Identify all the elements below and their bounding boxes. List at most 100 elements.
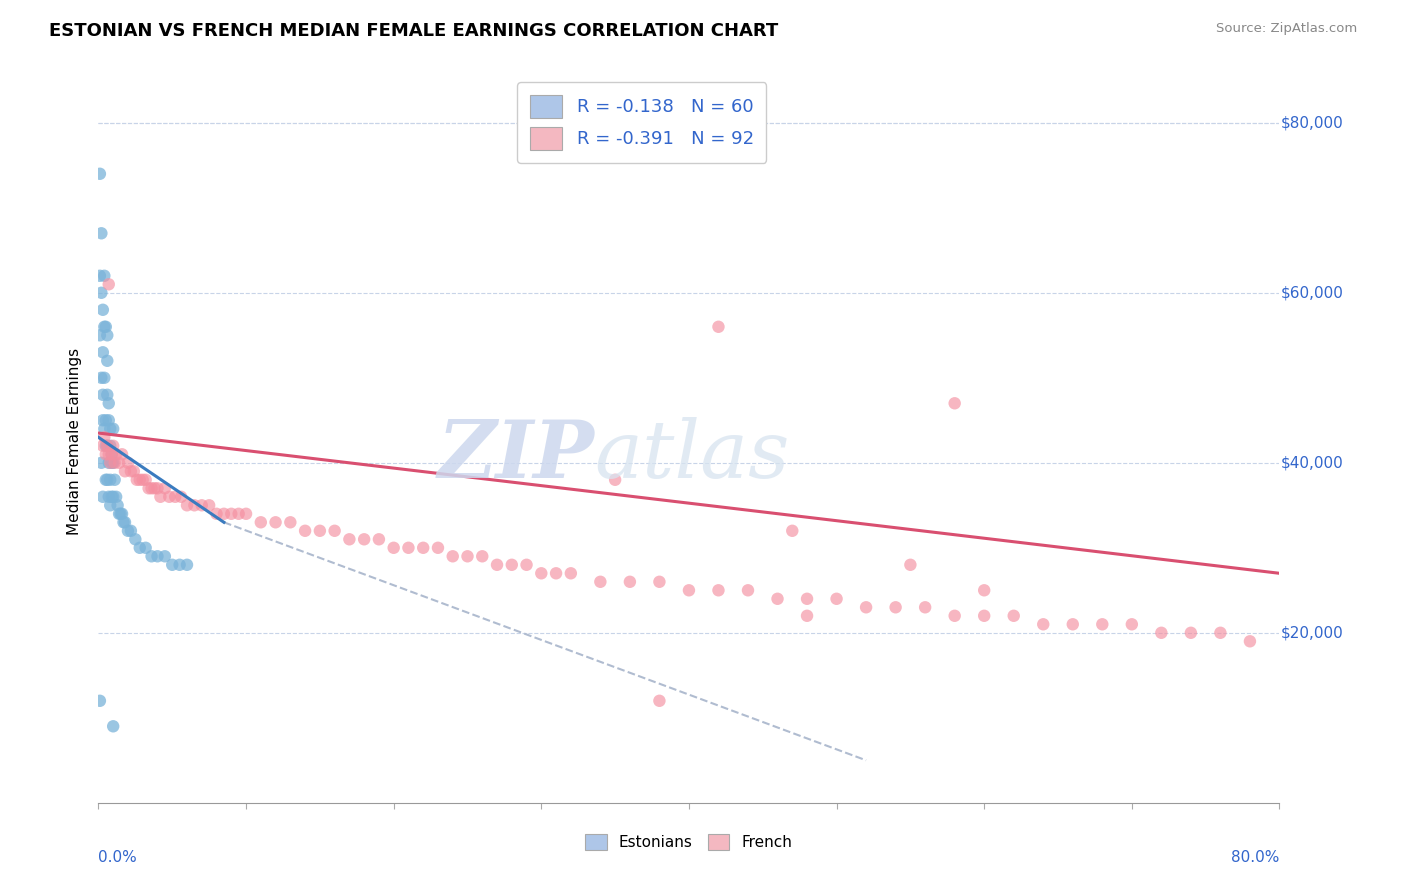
Point bbox=[108, 507, 131, 521]
Point bbox=[104, 473, 127, 487]
Point bbox=[90, 456, 112, 470]
Point bbox=[114, 464, 136, 478]
Point bbox=[486, 558, 509, 572]
Point bbox=[97, 277, 120, 292]
Point bbox=[89, 268, 111, 283]
Text: 0.0%: 0.0% bbox=[98, 850, 138, 864]
Point bbox=[457, 549, 479, 564]
Point bbox=[162, 558, 183, 572]
Point bbox=[796, 591, 818, 606]
Point bbox=[398, 541, 420, 555]
Point bbox=[530, 566, 553, 581]
Text: Source: ZipAtlas.com: Source: ZipAtlas.com bbox=[1216, 22, 1357, 36]
Point bbox=[93, 430, 115, 444]
Point bbox=[143, 481, 166, 495]
Point bbox=[280, 516, 302, 530]
Point bbox=[100, 490, 122, 504]
Point bbox=[91, 302, 114, 317]
Point bbox=[1150, 625, 1173, 640]
Point bbox=[782, 524, 804, 538]
Point bbox=[138, 481, 160, 495]
Point bbox=[125, 473, 148, 487]
Point bbox=[89, 167, 111, 181]
Point bbox=[97, 413, 120, 427]
Point bbox=[103, 422, 125, 436]
Point bbox=[605, 473, 627, 487]
Point bbox=[427, 541, 450, 555]
Point bbox=[132, 473, 155, 487]
Point bbox=[120, 464, 142, 478]
Point bbox=[153, 481, 176, 495]
Point bbox=[648, 574, 671, 589]
Point bbox=[97, 490, 120, 504]
Point bbox=[105, 447, 128, 461]
Point bbox=[884, 600, 907, 615]
Point bbox=[90, 285, 112, 300]
Point bbox=[111, 447, 134, 461]
Point bbox=[103, 490, 125, 504]
Point bbox=[94, 319, 117, 334]
Point bbox=[96, 473, 118, 487]
Point bbox=[1239, 634, 1261, 648]
Point bbox=[97, 447, 120, 461]
Point bbox=[103, 719, 125, 733]
Point bbox=[117, 524, 139, 538]
Point bbox=[93, 268, 115, 283]
Point bbox=[471, 549, 494, 564]
Point bbox=[96, 353, 118, 368]
Text: $20,000: $20,000 bbox=[1281, 625, 1343, 640]
Point bbox=[678, 583, 700, 598]
Point bbox=[1209, 625, 1232, 640]
Point bbox=[96, 439, 118, 453]
Text: $40,000: $40,000 bbox=[1281, 455, 1343, 470]
Point bbox=[796, 608, 818, 623]
Point bbox=[90, 371, 112, 385]
Text: $80,000: $80,000 bbox=[1281, 115, 1343, 130]
Point bbox=[323, 524, 346, 538]
Point bbox=[183, 498, 205, 512]
Point bbox=[973, 583, 995, 598]
Point bbox=[412, 541, 434, 555]
Point bbox=[135, 473, 157, 487]
Point bbox=[93, 422, 115, 436]
Point bbox=[94, 413, 117, 427]
Point bbox=[1032, 617, 1054, 632]
Point bbox=[122, 464, 145, 478]
Point bbox=[648, 694, 671, 708]
Point bbox=[165, 490, 187, 504]
Point bbox=[98, 456, 121, 470]
Point bbox=[264, 516, 287, 530]
Point bbox=[221, 507, 243, 521]
Point bbox=[169, 558, 191, 572]
Point bbox=[114, 516, 136, 530]
Point bbox=[157, 490, 180, 504]
Point bbox=[825, 591, 848, 606]
Point bbox=[707, 583, 730, 598]
Point bbox=[98, 473, 121, 487]
Point bbox=[546, 566, 568, 581]
Point bbox=[212, 507, 235, 521]
Point bbox=[97, 456, 120, 470]
Point bbox=[339, 533, 361, 547]
Point bbox=[294, 524, 316, 538]
Point bbox=[94, 447, 117, 461]
Point bbox=[176, 558, 198, 572]
Point bbox=[135, 541, 157, 555]
Point bbox=[560, 566, 582, 581]
Point bbox=[91, 413, 114, 427]
Point bbox=[737, 583, 759, 598]
Point bbox=[110, 507, 132, 521]
Point bbox=[149, 490, 172, 504]
Point bbox=[707, 319, 730, 334]
Point bbox=[353, 533, 375, 547]
Point bbox=[1091, 617, 1114, 632]
Point bbox=[176, 498, 198, 512]
Text: 80.0%: 80.0% bbox=[1232, 850, 1279, 864]
Point bbox=[943, 396, 966, 410]
Point bbox=[96, 439, 118, 453]
Point bbox=[91, 388, 114, 402]
Point bbox=[91, 439, 114, 453]
Point bbox=[619, 574, 641, 589]
Point bbox=[94, 473, 117, 487]
Point bbox=[855, 600, 877, 615]
